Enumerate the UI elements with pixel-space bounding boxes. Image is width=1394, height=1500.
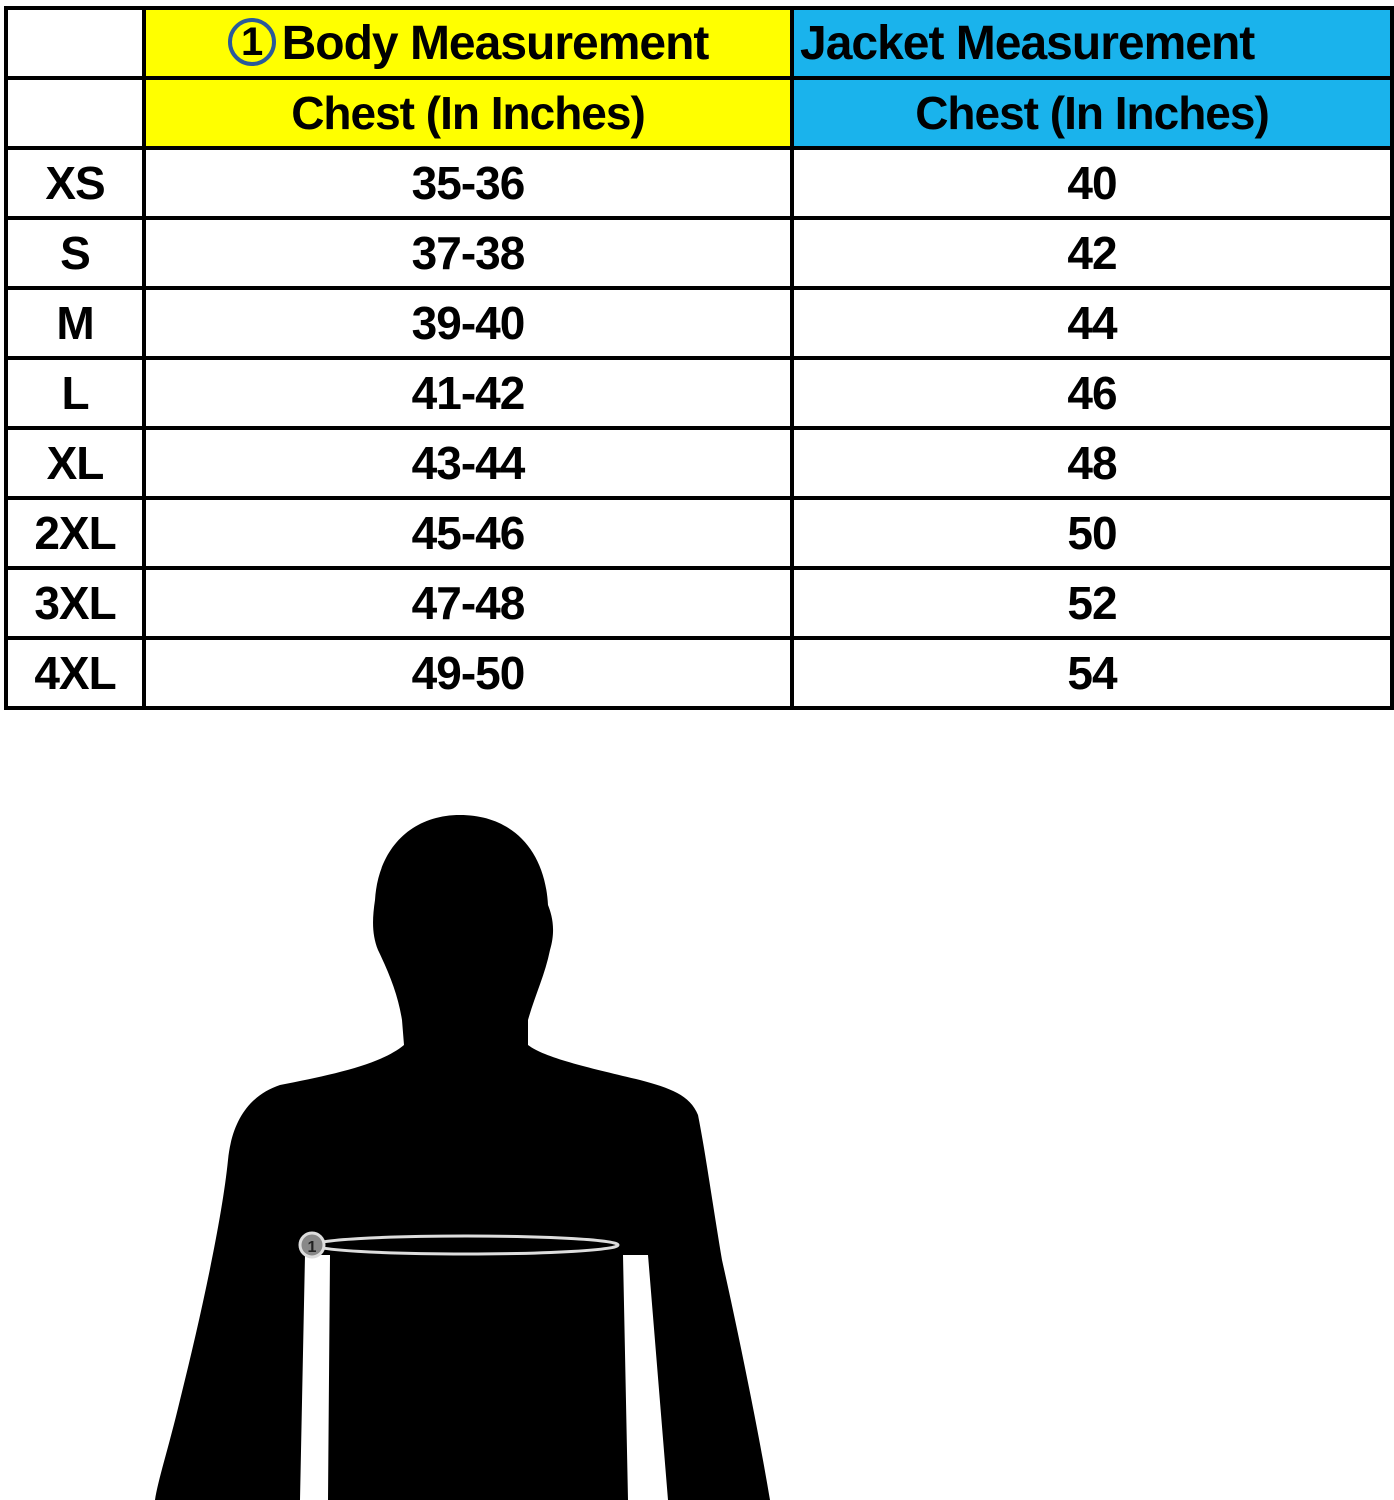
- size-cell: 3XL: [4, 566, 146, 640]
- body-chest-cell: 37-38: [142, 216, 794, 290]
- jacket-chest-cell: 44: [790, 286, 1394, 360]
- table-row: S 37-38 42: [4, 216, 1394, 290]
- size-cell: 2XL: [4, 496, 146, 570]
- body-chest-subheader: Chest (In Inches): [142, 76, 794, 150]
- body-chest-cell: 43-44: [142, 426, 794, 500]
- table-row: XL 43-44 48: [4, 426, 1394, 500]
- size-cell: M: [4, 286, 146, 360]
- table-row: 3XL 47-48 52: [4, 566, 1394, 640]
- size-cell: L: [4, 356, 146, 430]
- header-row-1: 1 Body Measurement Jacket Measurement: [4, 6, 1394, 80]
- jacket-chest-cell: 42: [790, 216, 1394, 290]
- empty-corner: [4, 6, 146, 80]
- size-cell: XL: [4, 426, 146, 500]
- size-chart-table: 1 Body Measurement Jacket Measurement Che…: [4, 6, 1394, 710]
- body-silhouette-icon: 1: [155, 815, 770, 1500]
- body-chest-cell: 47-48: [142, 566, 794, 640]
- table-row: XS 35-36 40: [4, 146, 1394, 220]
- jacket-chest-cell: 48: [790, 426, 1394, 500]
- jacket-measurement-header: Jacket Measurement: [790, 6, 1394, 80]
- measure-marker-icon: [298, 1231, 326, 1259]
- jacket-chest-cell: 54: [790, 636, 1394, 710]
- table-row: L 41-42 46: [4, 356, 1394, 430]
- silhouette-shape: [155, 815, 770, 1500]
- measure-number-badge: 1: [227, 17, 276, 66]
- measure-marker-label: 1: [308, 1239, 317, 1256]
- table-row: M 39-40 44: [4, 286, 1394, 360]
- body-chest-cell: 45-46: [142, 496, 794, 570]
- body-chest-cell: 49-50: [142, 636, 794, 710]
- size-cell: XS: [4, 146, 146, 220]
- table-row: 4XL 49-50 54: [4, 636, 1394, 710]
- body-chest-cell: 35-36: [142, 146, 794, 220]
- body-measurement-header: 1 Body Measurement: [142, 6, 794, 80]
- table-row: 2XL 45-46 50: [4, 496, 1394, 570]
- body-chest-cell: 41-42: [142, 356, 794, 430]
- body-title: Body Measurement: [281, 16, 710, 70]
- jacket-chest-cell: 52: [790, 566, 1394, 640]
- jacket-chest-cell: 46: [790, 356, 1394, 430]
- jacket-chest-cell: 40: [790, 146, 1394, 220]
- body-chest-cell: 39-40: [142, 286, 794, 360]
- header-row-2: Chest (In Inches) Chest (In Inches): [4, 76, 1394, 150]
- jacket-chest-subheader: Chest (In Inches): [790, 76, 1394, 150]
- empty-corner-2: [4, 76, 146, 150]
- size-cell: 4XL: [4, 636, 146, 710]
- jacket-chest-cell: 50: [790, 496, 1394, 570]
- size-cell: S: [4, 216, 146, 290]
